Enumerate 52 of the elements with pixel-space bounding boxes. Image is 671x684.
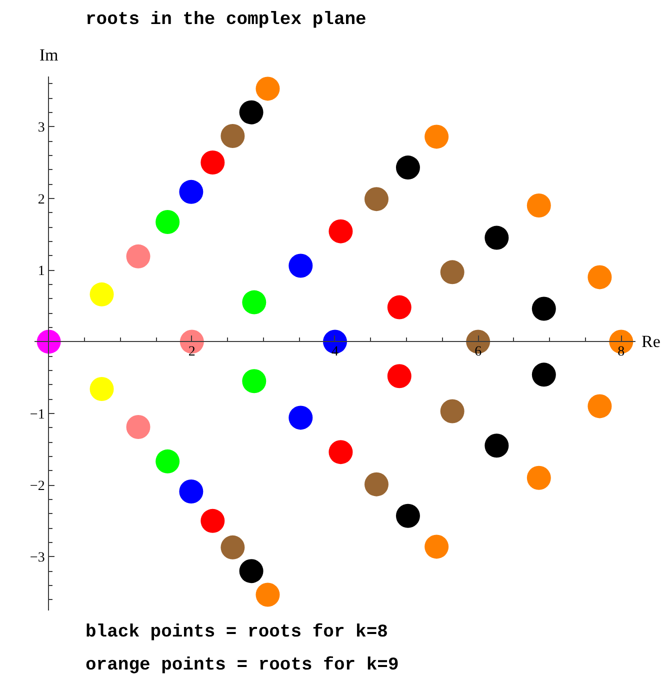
x-tick-label: 2 [188, 344, 196, 360]
point [526, 194, 551, 218]
point [364, 472, 388, 496]
y-tick-label: 1 [38, 264, 45, 280]
point [90, 282, 114, 306]
x-axis-title: Re [641, 332, 660, 352]
y-tick-label: 2 [38, 192, 45, 208]
point [90, 377, 114, 401]
y-tick-label: −1 [30, 407, 45, 422]
point [387, 364, 412, 388]
point [239, 559, 264, 584]
point [424, 124, 449, 149]
point [526, 466, 551, 490]
chart-title: roots in the complex plane [86, 10, 366, 30]
point [288, 254, 313, 278]
point [484, 226, 509, 250]
point [126, 244, 150, 268]
point [364, 187, 388, 212]
point [256, 76, 280, 101]
y-tick-label: −2 [30, 479, 45, 494]
y-tick-label: 3 [38, 120, 45, 136]
y-tick-label: −3 [30, 550, 45, 566]
point [220, 535, 245, 560]
point [532, 362, 556, 387]
point [200, 150, 225, 174]
point [179, 480, 204, 504]
point [424, 534, 449, 559]
point [484, 434, 509, 458]
point [156, 210, 180, 234]
point [220, 124, 245, 148]
point [126, 415, 150, 439]
point [288, 406, 313, 430]
point [588, 394, 612, 418]
point [239, 100, 264, 124]
text: black points = roots for k=8 [86, 622, 388, 642]
point [328, 440, 353, 464]
point [242, 369, 266, 394]
point [200, 508, 225, 533]
point [440, 260, 464, 284]
point [242, 290, 266, 314]
point [396, 156, 420, 180]
point [179, 180, 204, 204]
point [532, 296, 556, 321]
point [396, 504, 420, 528]
point [156, 449, 180, 474]
y-axis-title: Im [39, 46, 58, 65]
point [440, 399, 464, 424]
point [328, 219, 353, 244]
point [387, 295, 412, 320]
text: orange points = roots for k=9 [86, 656, 399, 676]
point [256, 582, 280, 607]
point [588, 265, 612, 290]
